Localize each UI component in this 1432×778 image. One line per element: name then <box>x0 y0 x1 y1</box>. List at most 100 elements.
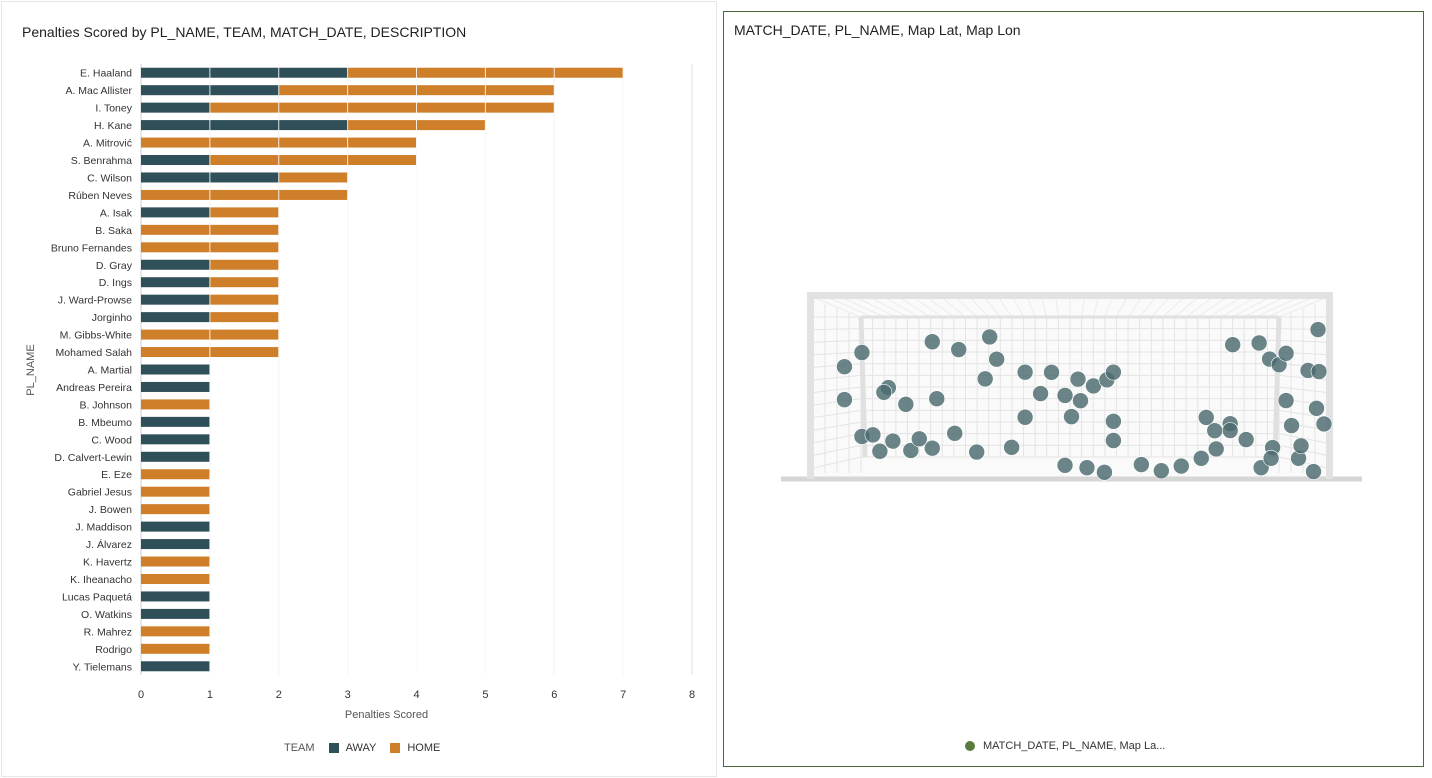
scatter-point[interactable] <box>1310 363 1328 380</box>
scatter-point[interactable] <box>911 430 928 448</box>
scatter-point[interactable] <box>871 442 889 460</box>
scatter-point[interactable] <box>1032 385 1049 402</box>
scatter-point[interactable] <box>1078 459 1096 476</box>
bar-home[interactable] <box>278 172 348 183</box>
scatter-point[interactable] <box>1292 437 1310 455</box>
legend-label-away[interactable]: AWAY <box>345 742 377 754</box>
scatter-point[interactable] <box>923 439 941 457</box>
bar-chart[interactable]: 0 1 2 3 4 5 6 7 8 E. Haaland A. Mac Allister I. Ton… <box>2 2 716 776</box>
scatter-point[interactable] <box>946 425 964 442</box>
scatter-point[interactable] <box>1315 415 1333 433</box>
scatter-point[interactable] <box>988 350 1005 368</box>
scatter-point[interactable] <box>1056 456 1074 474</box>
scatter-point[interactable] <box>1224 336 1241 354</box>
scatter-point[interactable] <box>1063 408 1080 425</box>
bar-away[interactable] <box>141 277 210 288</box>
scatter-point[interactable] <box>1016 408 1034 426</box>
scatter-point[interactable] <box>1277 392 1295 409</box>
scatter-point[interactable] <box>968 443 985 461</box>
scatter-point[interactable] <box>1072 392 1089 410</box>
scatter-point[interactable] <box>1043 364 1060 381</box>
bar-away[interactable] <box>141 451 210 462</box>
scatter-point[interactable] <box>1277 344 1295 362</box>
scatter-point[interactable] <box>1250 334 1268 352</box>
scatter-point[interactable] <box>1305 463 1322 480</box>
bar-home[interactable] <box>141 486 210 497</box>
scatter-point[interactable] <box>1003 439 1020 456</box>
bar-away[interactable] <box>141 312 210 323</box>
bar-away[interactable] <box>141 207 210 218</box>
bar-away[interactable] <box>141 591 210 602</box>
bar-home[interactable] <box>141 189 348 200</box>
scatter-point[interactable] <box>1207 440 1225 458</box>
scatter-point[interactable] <box>902 442 920 459</box>
net-line <box>812 433 862 444</box>
scatter-point[interactable] <box>1283 417 1300 434</box>
bar-away[interactable] <box>141 434 210 445</box>
bar-home[interactable] <box>141 469 210 480</box>
bar-away[interactable] <box>141 608 210 619</box>
scatter-point[interactable] <box>1105 413 1122 430</box>
scatter-point[interactable] <box>836 358 853 376</box>
bar-away[interactable] <box>141 67 348 78</box>
scatter-point[interactable] <box>1308 400 1325 417</box>
bar-home[interactable] <box>141 556 210 567</box>
bar-away[interactable] <box>141 259 210 270</box>
bar-home[interactable] <box>209 277 279 288</box>
scatter-point[interactable] <box>853 344 871 361</box>
bar-home[interactable] <box>141 399 210 410</box>
scatter-point[interactable] <box>950 341 968 358</box>
bar-home[interactable] <box>209 155 417 166</box>
legend-label-home[interactable]: HOME <box>407 742 441 754</box>
bar-away[interactable] <box>141 155 210 166</box>
bar-chart-legend[interactable]: TEAM AWAY HOME <box>284 742 440 754</box>
scatter-point[interactable] <box>1056 387 1074 404</box>
bar-away[interactable] <box>141 120 348 131</box>
scatter-point[interactable] <box>1262 449 1280 467</box>
scatter-point[interactable] <box>1237 431 1255 448</box>
scatter-point[interactable] <box>1172 457 1190 475</box>
bar-away[interactable] <box>141 661 210 672</box>
bar-away[interactable] <box>141 364 210 375</box>
bar-home[interactable] <box>209 312 279 323</box>
scatter-point[interactable] <box>1096 464 1113 481</box>
scatter-point[interactable] <box>864 426 882 444</box>
goal-scatter-chart[interactable] <box>724 12 1423 766</box>
scatter-point[interactable] <box>1221 422 1239 439</box>
bar-home[interactable] <box>141 626 210 637</box>
bar-away[interactable] <box>141 416 210 427</box>
scatter-point[interactable] <box>1069 370 1087 388</box>
scatter-point[interactable] <box>976 370 994 388</box>
bar-home[interactable] <box>141 573 210 584</box>
bar-home[interactable] <box>141 504 210 515</box>
scatter-point[interactable] <box>875 383 893 401</box>
bar-home[interactable] <box>209 102 555 113</box>
scatter-point[interactable] <box>1133 456 1150 473</box>
bar-away[interactable] <box>141 521 210 532</box>
scatter-point[interactable] <box>928 390 946 407</box>
scatter-point[interactable] <box>923 333 941 351</box>
scatter-point[interactable] <box>897 396 915 413</box>
bar-home[interactable] <box>209 259 279 270</box>
scatter-point[interactable] <box>1153 462 1170 480</box>
scatter-point[interactable] <box>884 432 902 450</box>
legend-label[interactable]: MATCH_DATE, PL_NAME, Map La... <box>983 740 1166 752</box>
scatter-point[interactable] <box>1197 409 1215 426</box>
goal-crossbar <box>807 292 1333 299</box>
bar-away[interactable] <box>141 102 210 113</box>
scatter-point[interactable] <box>981 328 998 346</box>
scatter-point[interactable] <box>1105 432 1122 449</box>
scatter-point[interactable] <box>836 391 853 408</box>
map-chart-legend[interactable]: MATCH_DATE, PL_NAME, Map La... <box>965 740 1165 752</box>
scatter-point[interactable] <box>1309 321 1327 338</box>
scatter-point[interactable] <box>1016 363 1034 381</box>
bar-home[interactable] <box>209 294 279 305</box>
bar-away[interactable] <box>141 294 210 305</box>
scatter-point[interactable] <box>1206 422 1224 439</box>
bar-home[interactable] <box>141 643 210 654</box>
scatter-point[interactable] <box>1192 449 1210 467</box>
bar-home[interactable] <box>209 207 279 218</box>
bar-away[interactable] <box>141 381 210 392</box>
bar-away[interactable] <box>141 539 210 550</box>
scatter-point[interactable] <box>1105 363 1122 381</box>
